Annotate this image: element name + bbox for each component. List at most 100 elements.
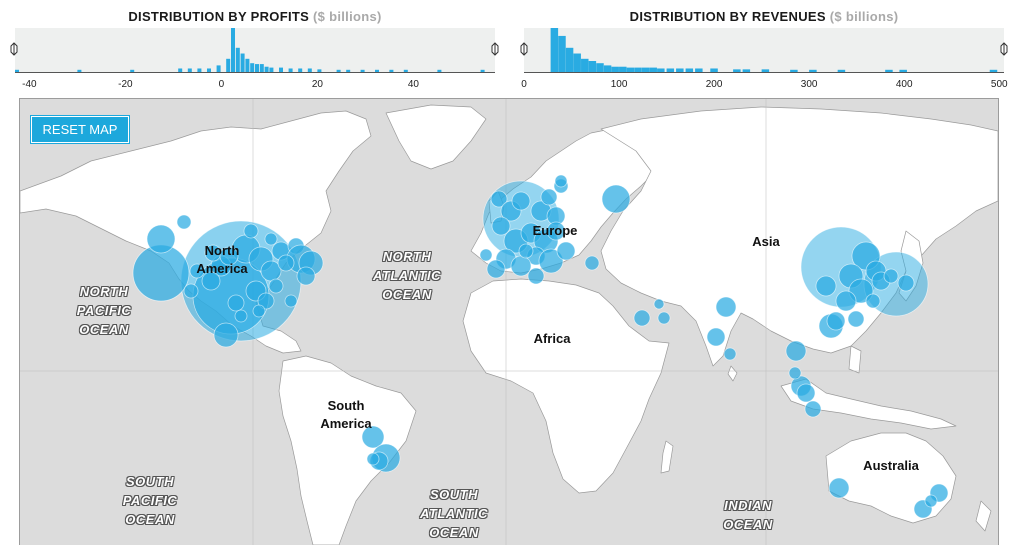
company-bubble[interactable]: [897, 274, 915, 292]
company-bubble[interactable]: [601, 184, 631, 214]
histogram-bar: [666, 68, 675, 72]
company-bubble[interactable]: [201, 271, 221, 291]
label-europe: Europe: [533, 222, 578, 240]
histogram-bar: [573, 53, 581, 72]
revenues-bars: [550, 28, 998, 72]
company-bubble[interactable]: [527, 267, 545, 285]
revenues-histogram: DISTRIBUTION BY REVENUES ($ billions) 0 1…: [508, 0, 1016, 98]
company-bubble[interactable]: [546, 221, 566, 241]
company-bubble[interactable]: [653, 298, 665, 310]
philippines-shape: [848, 345, 862, 374]
company-bubble[interactable]: [511, 191, 531, 211]
company-bubble[interactable]: [804, 400, 822, 418]
company-bubble[interactable]: [183, 283, 199, 299]
histogram-bar: [15, 69, 19, 72]
company-bubble[interactable]: [479, 248, 493, 262]
histogram-bar: [761, 69, 770, 72]
company-bubble[interactable]: [361, 425, 385, 449]
tick-label: 400: [895, 79, 913, 90]
company-bubble[interactable]: [486, 259, 506, 279]
histogram-bar: [226, 58, 231, 72]
company-bubble[interactable]: [252, 304, 266, 318]
company-bubble[interactable]: [584, 255, 600, 271]
histogram-bar: [634, 67, 642, 72]
histogram-bar: [255, 64, 259, 72]
company-bubble[interactable]: [219, 246, 239, 266]
company-bubble[interactable]: [828, 477, 850, 499]
profits-min-handle[interactable]: [10, 42, 18, 56]
company-bubble[interactable]: [924, 494, 938, 508]
company-bubble[interactable]: [277, 254, 295, 272]
histogram-bar: [178, 68, 183, 72]
company-bubble[interactable]: [510, 255, 532, 277]
madagascar-shape: [660, 440, 674, 474]
company-bubble[interactable]: [227, 294, 245, 312]
company-bubble[interactable]: [847, 310, 865, 328]
company-bubble[interactable]: [213, 322, 239, 348]
company-bubble[interactable]: [268, 278, 284, 294]
label-line: Asia: [752, 234, 780, 249]
tick-label: 500: [990, 79, 1008, 90]
company-bubble[interactable]: [234, 309, 248, 323]
revenues-title-text: DISTRIBUTION BY REVENUES: [629, 9, 826, 24]
company-bubble[interactable]: [883, 268, 899, 284]
company-bubble[interactable]: [785, 340, 807, 362]
company-bubble[interactable]: [715, 296, 737, 318]
profits-axis-line: [15, 72, 495, 73]
label-line: America: [320, 416, 372, 431]
company-bubble[interactable]: [826, 311, 846, 331]
company-bubble[interactable]: [243, 223, 259, 239]
profits-max-handle[interactable]: [491, 42, 499, 56]
reset-map-button[interactable]: RESET MAP: [31, 116, 129, 143]
company-bubble[interactable]: [554, 174, 568, 188]
company-bubble[interactable]: [491, 216, 511, 236]
label-line: ATLANTIC: [372, 268, 442, 283]
company-bubble[interactable]: [264, 232, 278, 246]
histogram-bar: [611, 66, 619, 72]
company-bubble[interactable]: [518, 243, 534, 259]
indonesia-shape: [780, 378, 957, 430]
company-bubble[interactable]: [189, 263, 205, 279]
revenues-max-handle[interactable]: [1000, 42, 1008, 56]
label-south-pacific: SOUTH PACIFIC OCEAN: [123, 472, 178, 529]
company-bubble[interactable]: [788, 366, 802, 380]
histogram-bar: [360, 69, 365, 72]
profits-unit-text: ($ billions): [313, 9, 382, 24]
histogram-bar: [657, 68, 665, 72]
tick-label: -40: [22, 79, 37, 90]
histogram-bar: [437, 69, 442, 72]
company-bubble[interactable]: [796, 383, 816, 403]
company-bubble[interactable]: [296, 266, 316, 286]
label-line: OCEAN: [125, 512, 175, 527]
company-bubble[interactable]: [146, 224, 176, 254]
company-bubble[interactable]: [257, 292, 275, 310]
company-bubble[interactable]: [366, 452, 380, 466]
company-bubble[interactable]: [865, 293, 881, 309]
company-bubble[interactable]: [490, 190, 508, 208]
label-north-atlantic: NORTH ATLANTIC OCEAN: [373, 247, 441, 304]
company-bubble[interactable]: [815, 275, 837, 297]
company-bubble[interactable]: [540, 188, 558, 206]
company-bubble[interactable]: [706, 327, 726, 347]
newzealand-shape: [975, 500, 992, 532]
company-bubbles[interactable]: [20, 99, 998, 545]
revenues-unit-text: ($ billions): [829, 9, 899, 24]
revenues-min-handle[interactable]: [520, 42, 528, 56]
histogram-bar: [685, 68, 694, 72]
company-bubble[interactable]: [723, 347, 737, 361]
histogram-bar: [885, 69, 893, 72]
histogram-bar: [317, 69, 322, 72]
company-bubble[interactable]: [556, 241, 576, 261]
revenues-plot-area[interactable]: [524, 28, 1004, 72]
profits-title-text: DISTRIBUTION BY PROFITS: [128, 9, 310, 24]
company-bubble[interactable]: [538, 248, 564, 274]
company-bubble[interactable]: [835, 290, 857, 312]
company-bubble[interactable]: [657, 311, 671, 325]
world-map[interactable]: [19, 98, 999, 545]
histogram-bar: [403, 69, 408, 72]
company-bubble[interactable]: [176, 214, 192, 230]
company-bubble[interactable]: [633, 309, 651, 327]
company-bubble[interactable]: [284, 294, 298, 308]
histogram-bar: [231, 28, 235, 72]
histogram-bar: [307, 68, 312, 72]
